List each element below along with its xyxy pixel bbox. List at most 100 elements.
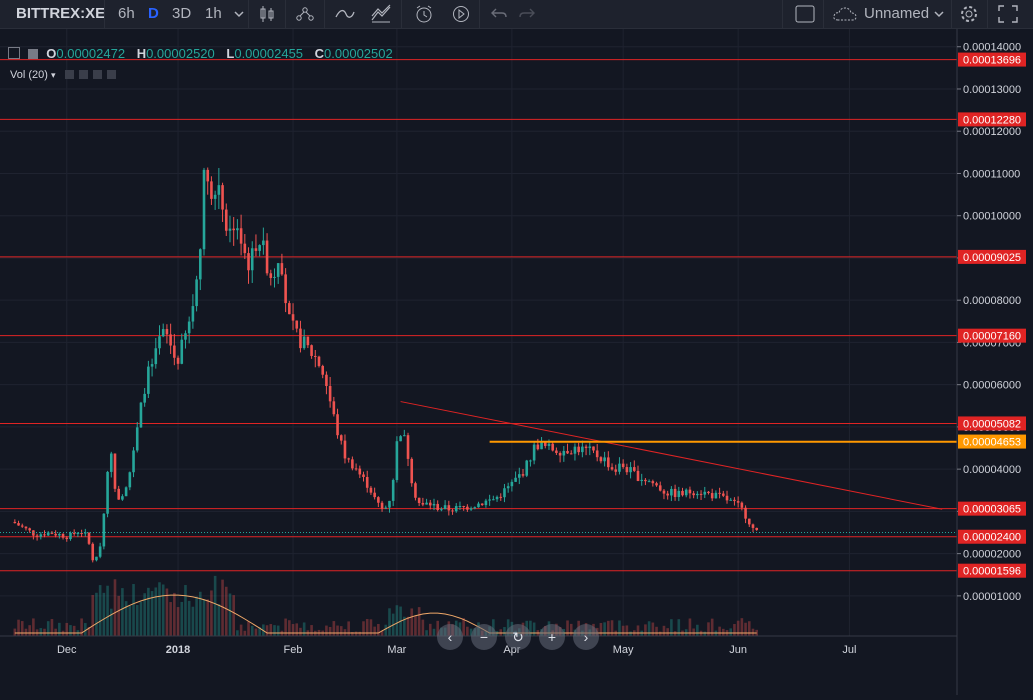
candle-body (109, 453, 113, 472)
square-icon[interactable] (794, 4, 816, 24)
volume-bar (132, 584, 135, 636)
price-tick-label: 0.00012000 (963, 126, 1021, 138)
candle-body (39, 534, 43, 537)
level-badges: 0.00013696 0.00012280 0.00009025 0.00007160… (958, 52, 1026, 578)
indicators-icon[interactable] (294, 4, 316, 24)
scroll-left-button[interactable]: ‹ (437, 624, 463, 650)
time-tick-label: 2018 (166, 644, 190, 656)
chart-area[interactable]: 0.00014000 0.00013000 0.00012000 0.00011000… (0, 29, 1033, 695)
zoom-in-button[interactable]: + (539, 624, 565, 650)
candle-body (510, 481, 514, 487)
candle-body (447, 505, 451, 511)
cloud-icon[interactable] (832, 4, 858, 24)
time-tick-label: Jun (729, 644, 747, 656)
undo-icon[interactable] (488, 4, 510, 24)
candle-body (603, 457, 606, 462)
candle-body (280, 263, 284, 275)
line-icon[interactable] (334, 4, 356, 24)
candle-body (191, 306, 195, 322)
interval-1h-button[interactable]: 1h (205, 5, 222, 22)
volume-bar (651, 622, 655, 636)
chevron-down-icon[interactable] (928, 4, 950, 24)
candle-body (102, 513, 106, 547)
volume-bar (217, 604, 221, 636)
candle-body (228, 228, 232, 231)
price-chart[interactable]: 0.00014000 0.00013000 0.00012000 0.00011000… (0, 29, 1033, 695)
candle-body (84, 532, 87, 534)
candle-body (76, 532, 80, 534)
price-tick-label: 0.00006000 (963, 380, 1021, 392)
candle-body (17, 523, 20, 526)
candle-body (343, 440, 347, 459)
volume-bar (50, 619, 54, 636)
close-icon[interactable] (106, 70, 116, 79)
candle-body (747, 518, 751, 525)
candle-body (607, 457, 610, 468)
candle-body (540, 442, 543, 450)
chart-grid (0, 29, 957, 636)
interval-6h-button[interactable]: 6h (118, 5, 135, 22)
level-badge (958, 529, 1026, 544)
candle-body (247, 253, 250, 271)
layout-name-button[interactable]: Unnamed (864, 5, 930, 22)
level-badge-label: 0.00009025 (963, 252, 1021, 264)
candles-icon[interactable] (256, 4, 278, 24)
volume-bar (655, 626, 658, 636)
candle-body (443, 505, 447, 510)
compare-icon[interactable] (370, 4, 392, 24)
candle-body (555, 450, 558, 453)
chevron-down-icon[interactable] (228, 4, 250, 24)
candle-body (43, 534, 46, 536)
volume-bar (462, 618, 465, 636)
volume-bar (336, 625, 339, 636)
volume-bar (206, 599, 210, 636)
volume-bar (20, 621, 24, 636)
volume-bar (410, 608, 414, 636)
candle-body (354, 468, 358, 470)
price-tick-label: 0.00014000 (963, 42, 1021, 54)
zoom-out-button[interactable]: − (471, 624, 497, 650)
fullscreen-icon[interactable] (997, 4, 1019, 24)
eye-icon[interactable] (64, 70, 74, 79)
candle-body (751, 524, 755, 528)
volume-bar (232, 595, 235, 636)
volume-bar (135, 605, 139, 636)
volume-bar (425, 630, 428, 636)
high-value: 0.00002520 (146, 46, 215, 61)
symbol-button[interactable]: BITTREX:XE (16, 5, 106, 22)
toolbar-divider (401, 0, 402, 28)
volume-bar (603, 622, 606, 636)
candle-body (473, 507, 477, 509)
collapse-icon[interactable] (8, 47, 20, 59)
volume-bar (703, 631, 707, 636)
candle-body (399, 436, 402, 442)
volume-legend[interactable]: Vol (20) ▾ (10, 68, 116, 82)
candle-body (262, 240, 265, 246)
replay-icon[interactable] (450, 4, 472, 24)
candle-body (503, 488, 506, 498)
chevron-down-icon[interactable]: ▾ (50, 70, 56, 80)
interval-d-button[interactable]: D (148, 5, 159, 22)
more-icon[interactable] (92, 70, 102, 79)
redo-icon[interactable] (516, 4, 538, 24)
interval-3d-button[interactable]: 3D (172, 5, 192, 22)
volume-bar (187, 600, 191, 636)
gear-icon[interactable] (958, 4, 980, 24)
scroll-right-button[interactable]: › (573, 624, 599, 650)
candle-body (692, 493, 695, 496)
candle-body (310, 345, 313, 356)
volume-bar (403, 616, 406, 636)
candle-body (625, 467, 629, 473)
candle-body (58, 533, 61, 536)
time-tick-label: May (613, 644, 634, 656)
candle-body (677, 490, 681, 498)
volume-bar (325, 625, 328, 636)
volume-bar (43, 628, 46, 636)
reset-button[interactable]: ↻ (505, 624, 531, 650)
volume-bar (295, 623, 299, 636)
settings-icon[interactable] (78, 70, 88, 79)
candle-body (421, 502, 425, 505)
candle-body (325, 374, 328, 386)
volume-bar (228, 593, 232, 636)
alert-icon[interactable] (413, 4, 435, 24)
